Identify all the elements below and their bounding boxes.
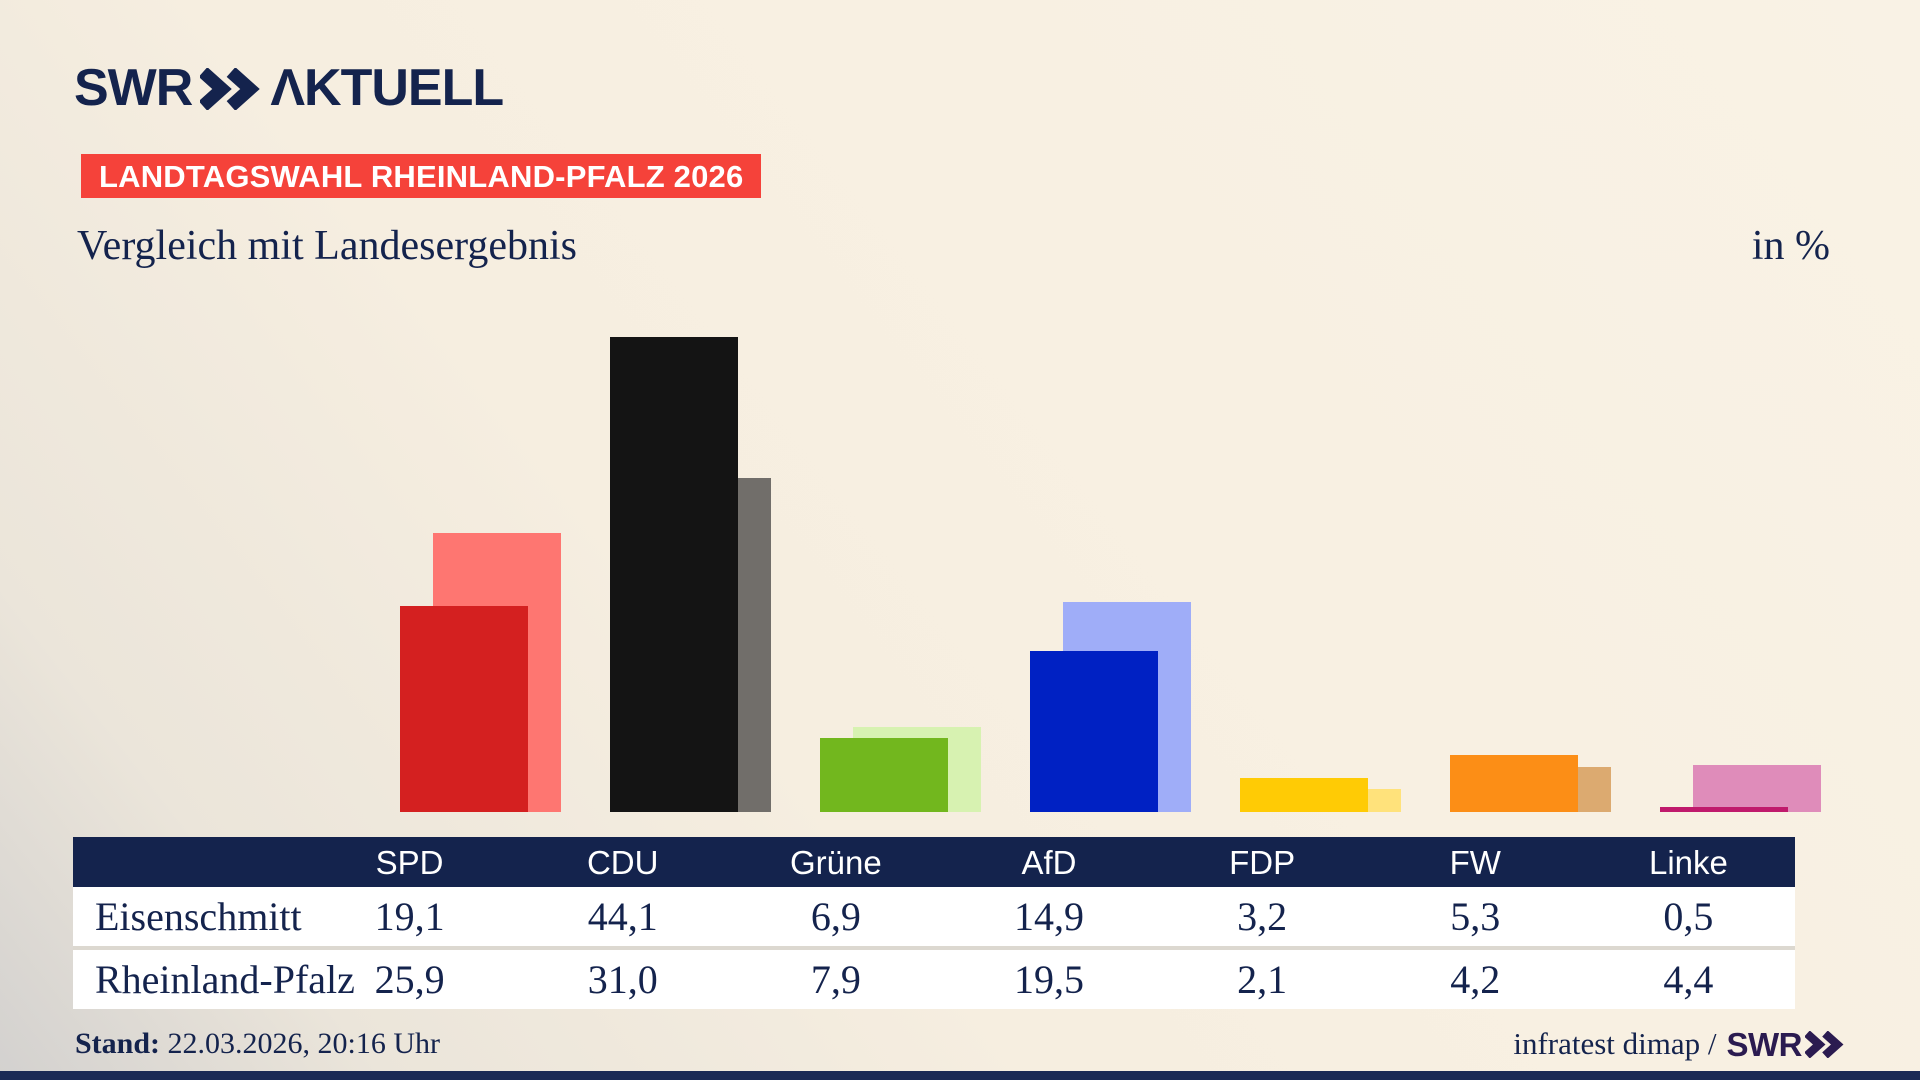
value-cell: 44,1 — [587, 894, 658, 939]
bar-landesergebnis-linke — [1693, 764, 1821, 812]
value-cell: 4,4 — [1663, 957, 1714, 1002]
value-cell: 0,5 — [1663, 894, 1714, 939]
column-header-linke: Linke — [1648, 843, 1728, 881]
value-cell: 14,9 — [1013, 894, 1084, 939]
source-text: infratest dimap / — [1513, 1026, 1717, 1061]
value-cell: 7,9 — [810, 957, 861, 1002]
source-credit: infratest dimap / SWR — [1513, 1026, 1845, 1062]
logo-aktuell-text: ΛKTUELL — [270, 59, 504, 117]
column-header-gruene: Grüne — [789, 843, 882, 881]
headline-badge: LANDTAGSWAHL RHEINLAND-PFALZ 2026 — [81, 154, 762, 198]
column-header-fdp: FDP — [1229, 843, 1296, 881]
double-chevron-icon — [200, 68, 261, 110]
bar-eisenschmitt-cdu — [610, 336, 738, 812]
bar-eisenschmitt-afd — [1030, 651, 1158, 812]
value-cell: 2,1 — [1237, 957, 1288, 1002]
value-cell: 6,9 — [810, 894, 861, 939]
chart-title: Vergleich mit Landesergebnis — [77, 223, 577, 269]
table-row-eisenschmitt: Eisenschmitt 19,1 44,1 6,9 14,9 3,2 5,3 0,5 — [73, 887, 1795, 946]
bar-eisenschmitt-gruene — [820, 737, 948, 812]
headline-badge-text: LANDTAGSWAHL RHEINLAND-PFALZ 2026 — [99, 158, 744, 194]
column-header-afd: AfD — [1021, 843, 1077, 881]
column-header-spd: SPD — [375, 843, 444, 881]
value-cell: 5,3 — [1450, 894, 1501, 939]
swr-mini-logo: SWR — [1727, 1028, 1846, 1061]
row-label: Eisenschmitt — [95, 894, 302, 939]
value-cell: 19,1 — [374, 894, 445, 939]
bar-eisenschmitt-spd — [400, 606, 528, 812]
column-header-cdu: CDU — [586, 843, 659, 881]
timestamp-label: Stand: — [75, 1027, 161, 1060]
bottom-strip — [0, 1071, 1920, 1080]
double-chevron-icon — [1805, 1030, 1844, 1058]
column-header-fw: FW — [1449, 843, 1501, 881]
timestamp: Stand: 22.03.2026, 20:16 Uhr — [75, 1027, 440, 1061]
logo-swr-text: SWR — [74, 59, 193, 117]
swr-aktuell-logo: SWR ΛKTUELL — [74, 59, 504, 117]
mini-logo-text: SWR — [1726, 1025, 1803, 1063]
footer: Stand: 22.03.2026, 20:16 Uhr infratest d… — [75, 1026, 1845, 1062]
unit-label: in % — [1751, 223, 1830, 269]
bar-eisenschmitt-fw — [1450, 754, 1578, 812]
value-cell: 31,0 — [587, 957, 658, 1002]
results-table: SPD CDU Grüne AfD FDP FW Linke Eisenschmitt 19… — [73, 837, 1795, 1009]
value-cell: 19,5 — [1013, 957, 1084, 1002]
value-cell: 4,2 — [1450, 957, 1501, 1002]
timestamp-value: 22.03.2026, 20:16 Uhr — [167, 1027, 441, 1060]
title-row: Vergleich mit Landesergebnis in % — [77, 222, 1830, 270]
value-cell: 3,2 — [1237, 894, 1288, 939]
table-row-rheinland-pfalz: Rheinland-Pfalz 25,9 31,0 7,9 19,5 2,1 4,2 4,4 — [73, 950, 1795, 1009]
value-cell: 25,9 — [374, 957, 445, 1002]
bar-eisenschmitt-linke — [1660, 806, 1788, 812]
row-label: Rheinland-Pfalz — [95, 957, 355, 1002]
row-divider — [73, 946, 1795, 950]
table-header-row: SPD CDU Grüne AfD FDP FW Linke — [73, 837, 1795, 887]
bar-eisenschmitt-fdp — [1240, 777, 1368, 812]
